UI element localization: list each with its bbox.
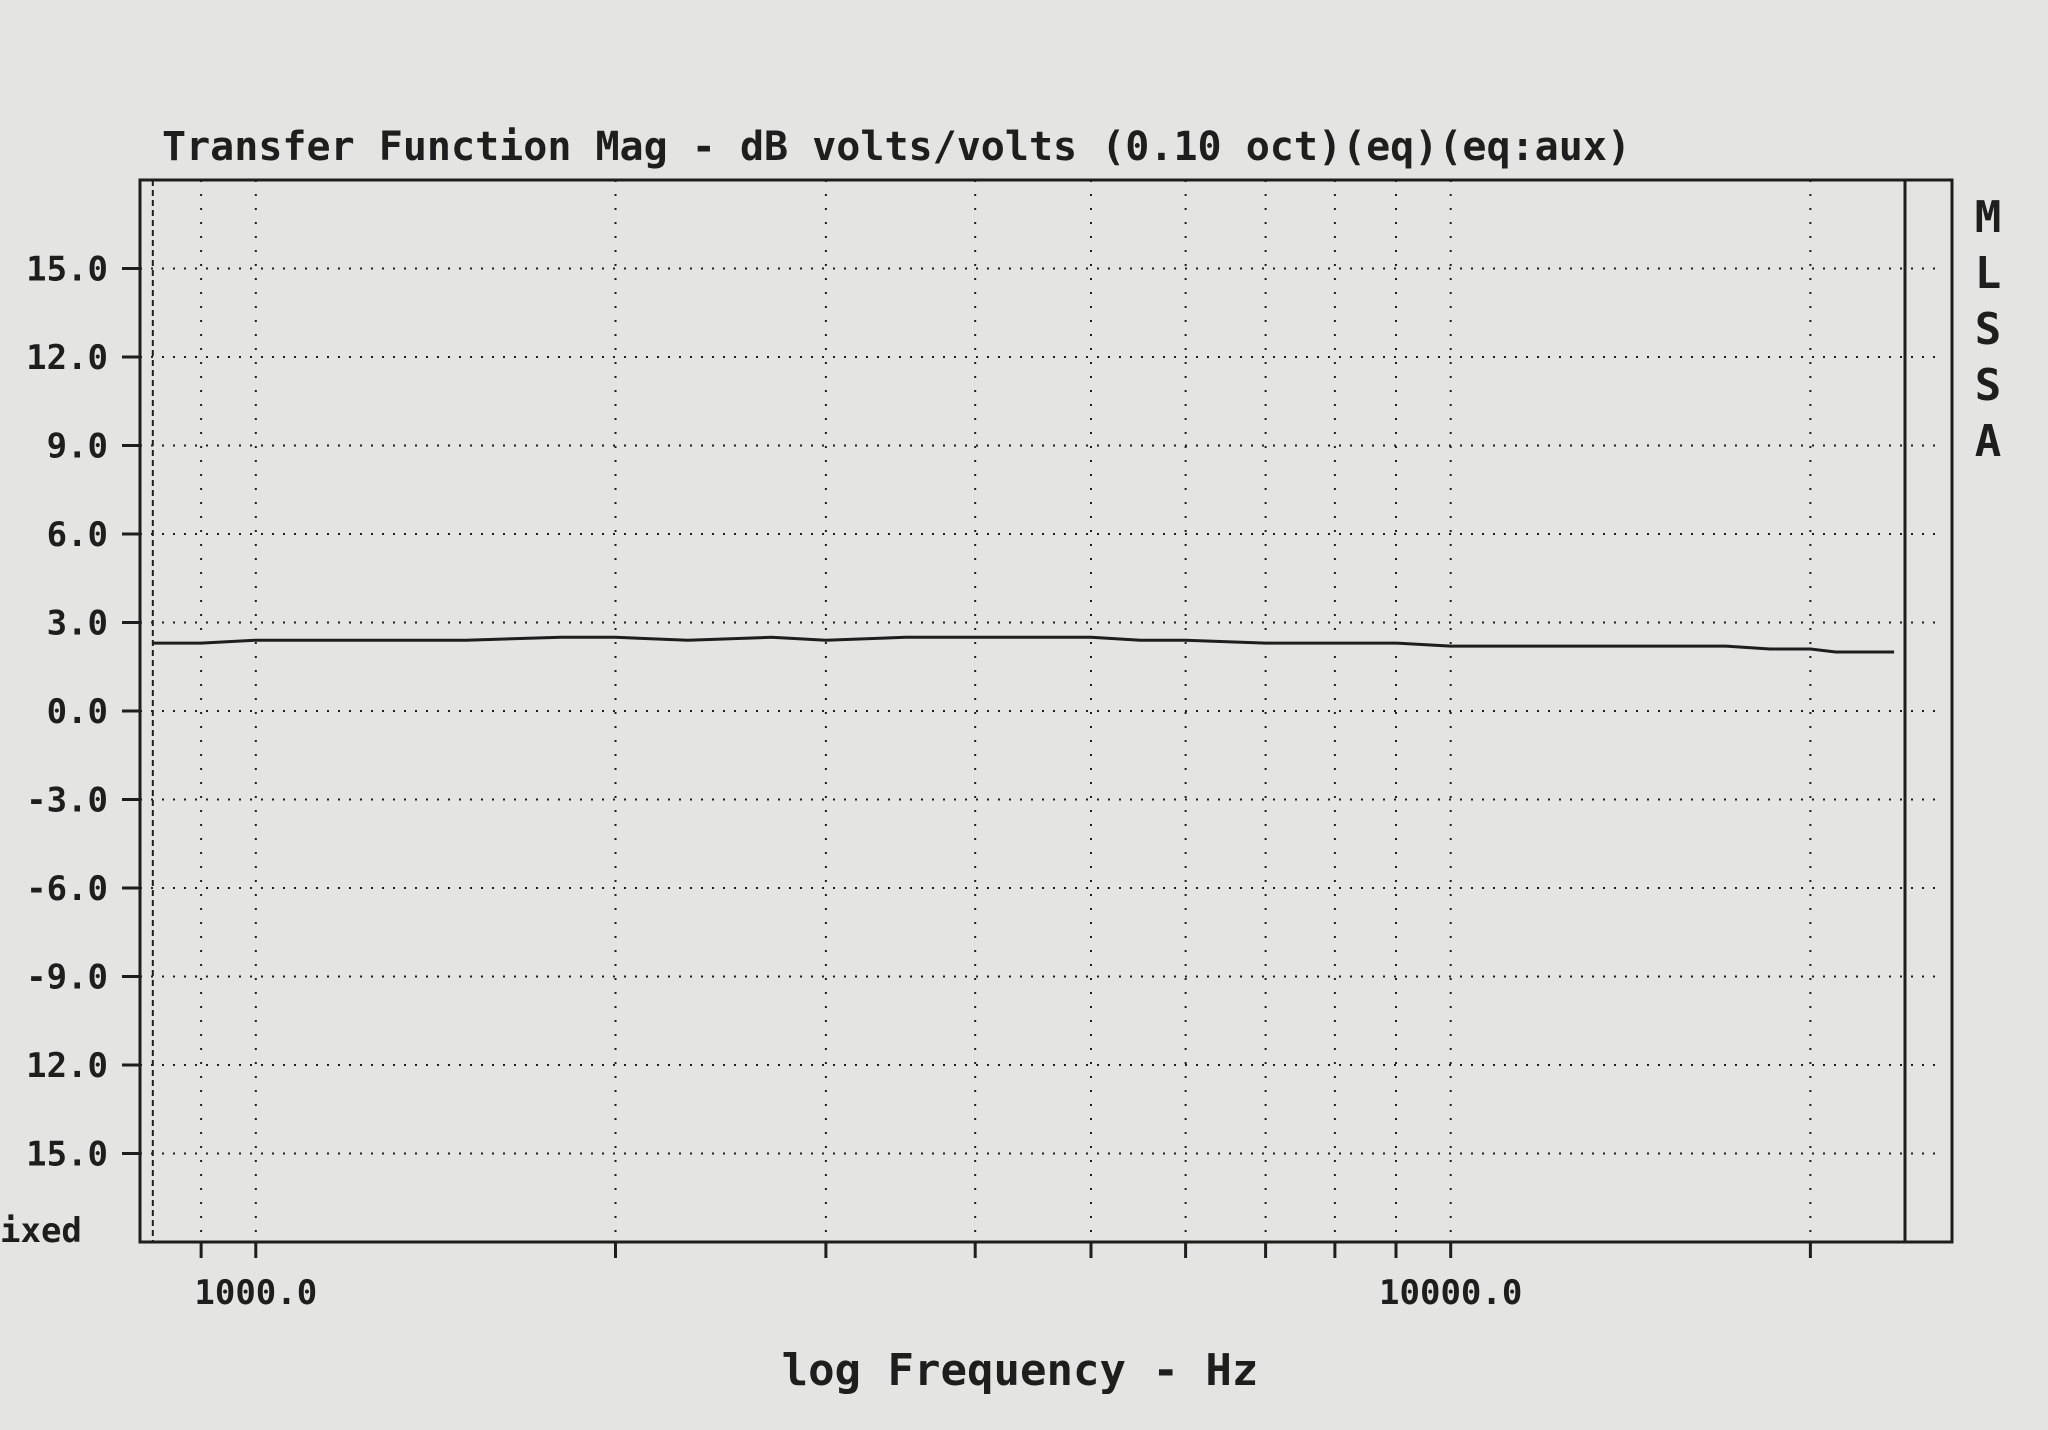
chart-title: Transfer Function Mag - dB volts/volts (… xyxy=(162,124,1631,170)
side-label-letter-3: S xyxy=(1975,360,2002,411)
y-tick-label-6: -3.0 xyxy=(26,781,108,821)
x-tick-label-0: 1000.0 xyxy=(194,1273,317,1313)
y-tick-label-0: 15.0 xyxy=(26,250,108,290)
side-label-letter-4: A xyxy=(1975,416,2002,467)
y-tick-label-10: 15.0 xyxy=(26,1135,108,1175)
y-tick-label-1: 12.0 xyxy=(26,338,108,378)
y-tick-label-8: -9.0 xyxy=(26,958,108,998)
y-tick-label-7: -6.0 xyxy=(26,869,108,909)
side-label-letter-2: S xyxy=(1975,304,2002,355)
corner-label: ixed xyxy=(0,1211,82,1251)
y-tick-label-2: 9.0 xyxy=(47,427,108,467)
series-line-transfer-mag xyxy=(152,635,1895,654)
side-label-letter-0: M xyxy=(1975,192,2002,243)
x-axis-ticks: 1000.0 10000.0 xyxy=(194,1242,1812,1313)
y-tick-label-9: 12.0 xyxy=(26,1046,108,1086)
y-axis-ticks: 15.0 12.0 9.0 6.0 3.0 0.0 -3.0 -6.0 -9.0 12.0 15.0 xyxy=(26,250,140,1175)
y-tick-label-5: 0.0 xyxy=(47,692,108,732)
side-label-letter-1: L xyxy=(1975,248,2002,299)
x-axis-label: log Frequency - Hz xyxy=(782,1345,1259,1396)
y-tick-label-4: 3.0 xyxy=(47,604,108,644)
y-tick-label-3: 6.0 xyxy=(47,515,108,555)
x-tick-label-1: 10000.0 xyxy=(1379,1273,1522,1313)
